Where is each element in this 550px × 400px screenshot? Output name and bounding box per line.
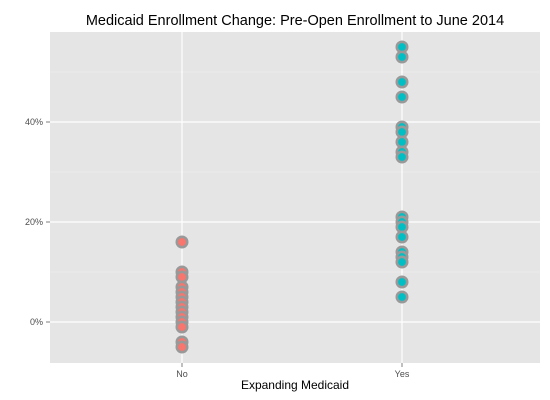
chart-title: Medicaid Enrollment Change: Pre-Open Enr… — [85, 13, 505, 29]
data-point-no — [175, 235, 189, 249]
x-tick-label: Yes — [395, 369, 410, 379]
data-point-yes — [395, 275, 409, 289]
y-axis-ticks: 0% 20% 40% — [25, 117, 50, 327]
x-axis-label: Expanding Medicaid — [240, 378, 350, 392]
data-point-yes — [395, 230, 409, 244]
plot-panel — [50, 32, 540, 363]
data-point-no — [175, 340, 189, 354]
x-axis-ticks: No Yes — [176, 363, 410, 379]
data-point-no — [175, 320, 189, 334]
data-point-yes — [395, 255, 409, 269]
data-point-yes — [395, 290, 409, 304]
data-point-yes — [395, 75, 409, 89]
x-tick-label: No — [176, 369, 188, 379]
y-tick-label: 20% — [25, 217, 43, 227]
data-points — [175, 40, 409, 354]
y-tick-label: 0% — [30, 317, 43, 327]
data-point-yes — [395, 90, 409, 104]
y-tick-label: 40% — [25, 117, 43, 127]
data-point-yes — [395, 150, 409, 164]
minor-gridlines — [50, 71, 540, 273]
data-point-yes — [395, 50, 409, 64]
